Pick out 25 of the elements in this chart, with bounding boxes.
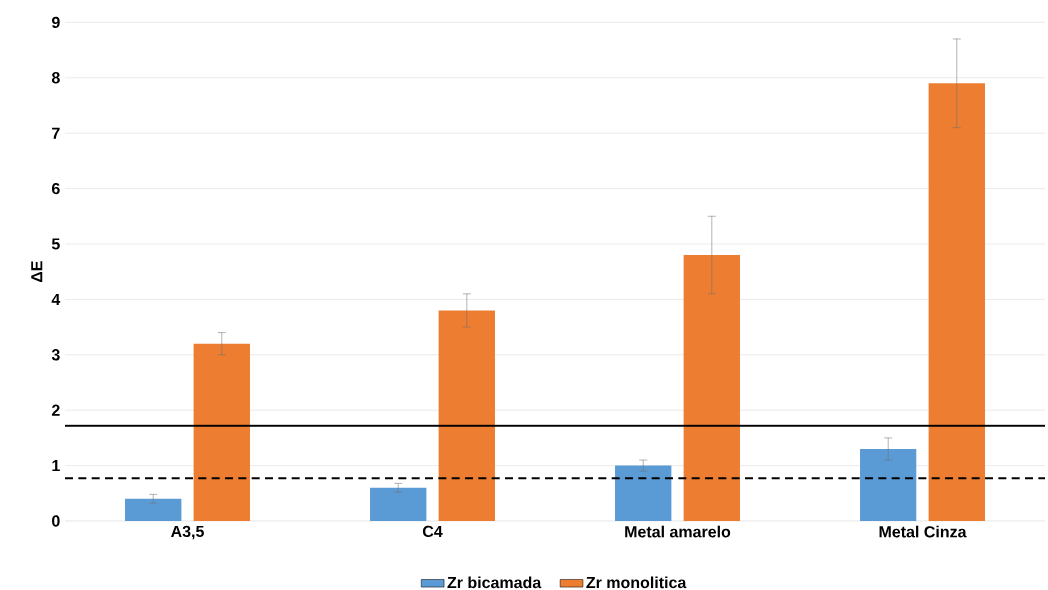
legend-label: Zr bicamada <box>447 576 542 589</box>
x-tick-label: C4 <box>422 525 443 538</box>
bar <box>193 343 250 521</box>
y-tick-label: 6 <box>51 182 60 195</box>
y-tick-label: 7 <box>52 127 60 139</box>
y-tick-label: 3 <box>51 349 60 361</box>
y-tick-label: 2 <box>51 404 60 416</box>
legend-label: Zr monolitica <box>586 576 687 589</box>
y-tick-label: 8 <box>51 72 60 84</box>
y-tick-label: 4 <box>51 293 61 305</box>
bar <box>860 448 917 521</box>
x-tick-label: Metal Cinza <box>879 525 967 538</box>
y-tick-label: 1 <box>52 460 60 472</box>
bar <box>615 465 672 521</box>
bar <box>370 487 427 521</box>
y-tick-label: 9 <box>51 16 60 28</box>
x-tick-label: Metal amarelo <box>625 525 731 538</box>
y-axis-title: ΔE <box>31 261 43 283</box>
bar <box>683 255 740 521</box>
x-tick-label: A3,5 <box>171 525 204 540</box>
bar <box>125 498 182 521</box>
bar <box>928 83 985 521</box>
y-tick-label: 5 <box>51 238 60 250</box>
y-tick-label: 0 <box>52 515 60 527</box>
bar <box>438 310 495 521</box>
